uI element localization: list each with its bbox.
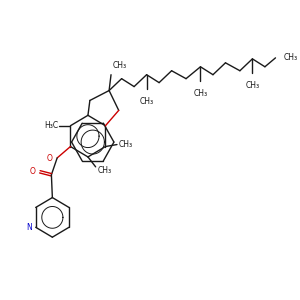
Text: CH₃: CH₃: [98, 166, 112, 175]
Text: CH₃: CH₃: [245, 81, 260, 90]
Text: O: O: [46, 154, 52, 164]
Text: CH₃: CH₃: [194, 88, 208, 98]
Text: O: O: [29, 167, 35, 176]
Text: CH₃: CH₃: [283, 53, 297, 62]
Text: CH₃: CH₃: [119, 140, 133, 149]
Text: CH₃: CH₃: [113, 61, 127, 70]
Text: N: N: [26, 223, 32, 232]
Text: H₃C: H₃C: [44, 121, 58, 130]
Text: CH₃: CH₃: [140, 97, 154, 106]
